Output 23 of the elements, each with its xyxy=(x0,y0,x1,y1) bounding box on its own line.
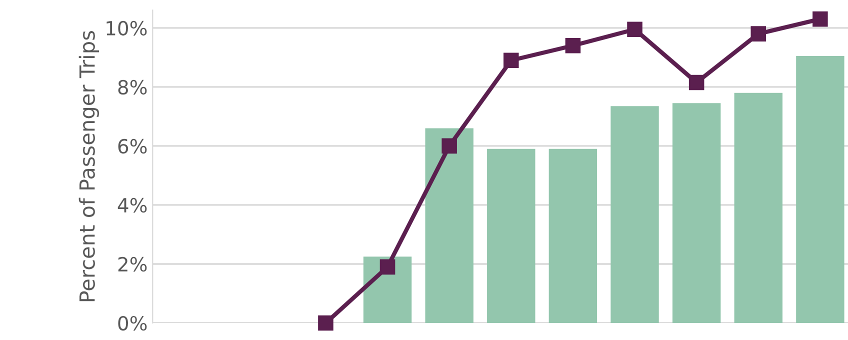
bar xyxy=(672,103,721,323)
point xyxy=(503,52,519,68)
y-tick-label: 8% xyxy=(118,80,147,95)
point xyxy=(442,138,457,154)
y-tick-label: 10% xyxy=(106,20,147,36)
bar xyxy=(425,128,474,323)
y-tick-label: 4% xyxy=(118,198,147,213)
y-tick-label: 0% xyxy=(118,316,147,331)
point xyxy=(627,22,642,38)
bar xyxy=(487,148,536,323)
point xyxy=(750,26,766,42)
point xyxy=(688,74,704,90)
y-tick-label: 6% xyxy=(118,138,147,154)
bar xyxy=(610,106,659,323)
point xyxy=(812,11,828,27)
y-axis-title: Percent of Passenger Trips xyxy=(78,31,100,302)
point xyxy=(318,315,334,331)
bar xyxy=(796,56,844,323)
point xyxy=(565,38,581,54)
point xyxy=(380,259,396,275)
bar xyxy=(734,92,782,323)
y-tick-label: 2% xyxy=(118,256,147,272)
bar xyxy=(548,148,598,323)
